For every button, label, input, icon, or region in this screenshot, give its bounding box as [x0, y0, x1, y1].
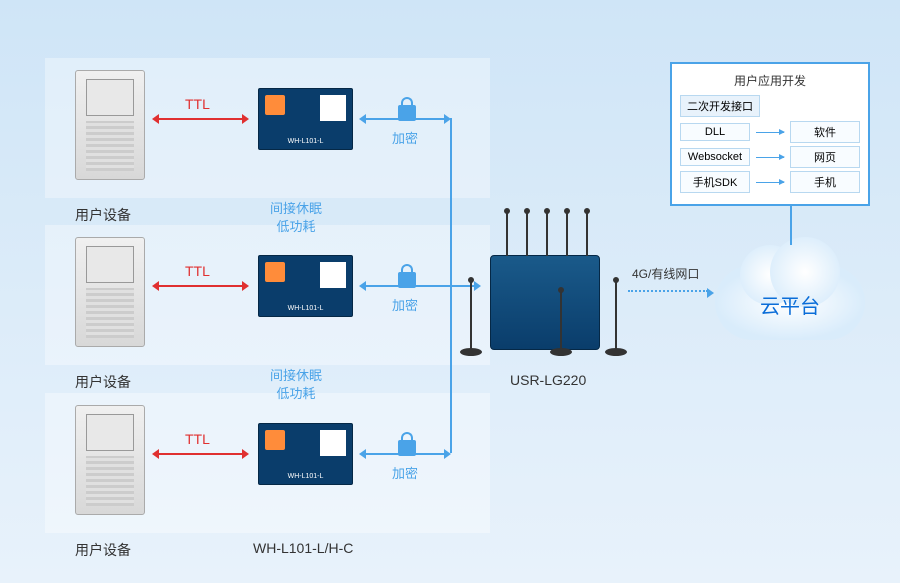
gateway-device [490, 255, 600, 350]
sleep-label-1: 间接休眠低功耗 [270, 200, 322, 236]
enc-label-3: 加密 [392, 463, 418, 482]
ext-antenna-3 [560, 290, 562, 350]
lora-module-3: WH-L101-L [258, 423, 353, 485]
device-label-1: 用户设备 [75, 205, 131, 225]
ttl-label-1: TTL [185, 96, 210, 112]
app-dev-box: 用户应用开发 二次开发接口 DLL软件 Websocket网页 手机SDK手机 [670, 62, 870, 206]
lora-module-2: WH-L101-L [258, 255, 353, 317]
user-device-1 [75, 70, 145, 180]
bus-line [450, 118, 452, 453]
appbox-subtitle: 二次开发接口 [680, 95, 760, 117]
enc-label-2: 加密 [392, 295, 418, 314]
wan-link [628, 290, 708, 292]
gateway-label: USR-LG220 [510, 372, 586, 388]
sleep-label-2: 间接休眠低功耗 [270, 367, 322, 403]
wan-label: 4G/有线网口 [632, 265, 699, 282]
appbox-row-1: DLL软件 [680, 121, 860, 143]
ttl-link-2 [158, 285, 243, 287]
ttl-label-2: TTL [185, 263, 210, 279]
lock-icon-1 [398, 105, 416, 121]
ext-antenna-2 [615, 280, 617, 350]
lora-module-1: WH-L101-L [258, 88, 353, 150]
appbox-row-2: Websocket网页 [680, 146, 860, 168]
enc-link-2 [365, 285, 475, 287]
user-device-3 [75, 405, 145, 515]
module-label-3: WH-L101-L/H-C [253, 540, 353, 556]
appbox-row-3: 手机SDK手机 [680, 171, 860, 193]
user-device-2 [75, 237, 145, 347]
lock-icon-3 [398, 440, 416, 456]
ttl-label-3: TTL [185, 431, 210, 447]
ext-antenna-1 [470, 280, 472, 350]
ttl-link-1 [158, 118, 243, 120]
device-label-2: 用户设备 [75, 372, 131, 392]
enc-label-1: 加密 [392, 128, 418, 147]
ttl-link-3 [158, 453, 243, 455]
appbox-title: 用户应用开发 [680, 72, 860, 89]
lock-icon-2 [398, 272, 416, 288]
cloud-platform: 云平台 [715, 250, 865, 345]
device-label-3: 用户设备 [75, 540, 131, 560]
